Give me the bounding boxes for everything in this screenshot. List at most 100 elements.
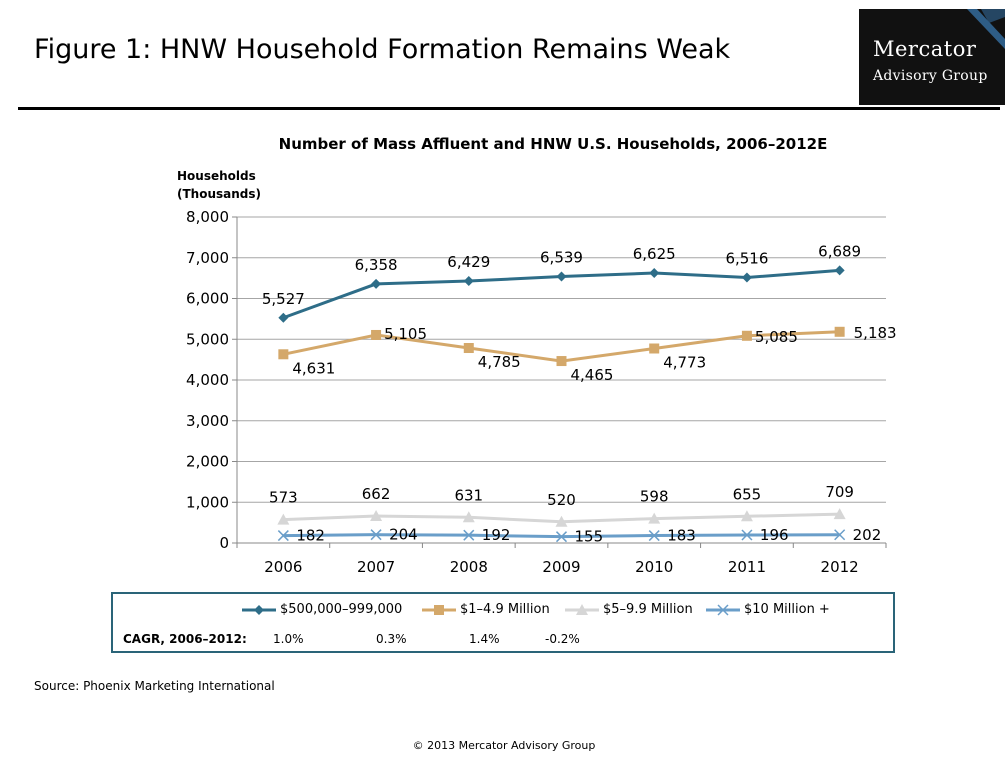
legend-label: $10 Million + (744, 602, 830, 617)
data-point (648, 512, 661, 524)
y-tick-label: 2,000 (186, 453, 229, 471)
legend-swatch-icon (706, 603, 740, 616)
legend-marker (576, 603, 588, 615)
data-point (834, 265, 845, 276)
data-label: 192 (482, 526, 511, 544)
data-label: 709 (825, 483, 854, 501)
y-tick-label: 8,000 (186, 208, 229, 226)
chart-title: Number of Mass Affluent and HNW U.S. Hou… (279, 135, 828, 153)
data-point (370, 510, 383, 522)
data-label: 4,465 (571, 366, 614, 384)
y-tick-label: 3,000 (186, 412, 229, 430)
data-point (463, 343, 474, 354)
data-point (741, 529, 753, 541)
cagr-value: 1.0% (273, 632, 304, 646)
copyright-note: © 2013 Mercator Advisory Group (412, 739, 596, 752)
data-label: 5,527 (262, 290, 305, 308)
y-axis-label-line-2: (Thousands) (177, 187, 261, 201)
title-divider (18, 107, 1000, 110)
x-tick-label: 2006 (264, 558, 302, 576)
data-point (463, 276, 474, 287)
data-label: 520 (547, 491, 576, 509)
data-point (834, 529, 846, 541)
data-point (371, 329, 382, 340)
data-label: 6,516 (725, 249, 768, 267)
legend-swatch-icon (565, 603, 599, 615)
legend-label: $1–4.9 Million (460, 602, 550, 617)
legend-swatch-icon (422, 604, 456, 615)
legend-item: $10 Million + (705, 602, 830, 617)
data-label: 202 (853, 526, 882, 544)
legend: $500,000–999,000 $1–4.9 Million $5–9.9 Mil… (111, 592, 895, 653)
data-label: 6,429 (447, 253, 490, 271)
data-point (277, 530, 289, 542)
legend-item: $500,000–999,000 (241, 602, 402, 617)
data-point (556, 271, 567, 282)
logo-line-1: Mercator (873, 37, 977, 61)
data-point (371, 278, 382, 289)
data-point (462, 511, 475, 523)
data-point (740, 510, 753, 522)
data-label: 204 (389, 526, 418, 544)
data-label: 5,105 (384, 325, 427, 343)
legend-series-row: $500,000–999,000 $1–4.9 Million $5–9.9 Mil… (113, 602, 893, 622)
data-label: 182 (296, 527, 325, 545)
y-tick-label: 6,000 (186, 290, 229, 308)
data-point (741, 272, 752, 283)
data-label: 4,773 (663, 354, 706, 372)
data-point (278, 312, 289, 323)
data-point (648, 530, 660, 542)
data-point (556, 356, 567, 367)
data-label: 183 (667, 527, 696, 545)
data-label: 6,625 (633, 245, 676, 263)
x-tick-label: 2012 (821, 558, 859, 576)
data-point (555, 515, 568, 527)
data-point (277, 513, 290, 525)
legend-label: $5–9.9 Million (603, 602, 693, 617)
legend-item: $5–9.9 Million (564, 602, 693, 617)
cagr-value: 1.4% (469, 632, 500, 646)
data-point (741, 330, 752, 341)
data-label: 573 (269, 489, 298, 507)
legend-marker (717, 603, 729, 616)
y-axis-label-line-1: Households (177, 169, 256, 183)
data-label: 5,183 (854, 324, 897, 342)
data-label: 598 (640, 488, 669, 506)
x-tick-label: 2009 (542, 558, 580, 576)
y-tick-label: 5,000 (186, 330, 229, 348)
legend-swatch-icon (242, 604, 276, 615)
line-chart: Number of Mass Affluent and HNW U.S. Hou… (177, 135, 897, 576)
y-tick-label: 7,000 (186, 249, 229, 267)
data-point (370, 529, 382, 541)
source-note: Source: Phoenix Marketing International (34, 679, 275, 693)
data-point (649, 343, 660, 354)
x-tick-label: 2008 (450, 558, 488, 576)
data-point (833, 508, 846, 520)
y-tick-label: 0 (219, 534, 229, 552)
x-tick-label: 2007 (357, 558, 395, 576)
logo-x-mark-icon (967, 9, 1005, 49)
x-tick-label: 2010 (635, 558, 673, 576)
data-point (649, 268, 660, 279)
data-label: 631 (454, 486, 483, 504)
data-label: 155 (575, 528, 604, 546)
cagr-label: CAGR, 2006–2012: (123, 632, 247, 646)
data-label: 6,539 (540, 249, 583, 267)
legend-marker (254, 604, 264, 615)
data-label: 4,785 (478, 353, 521, 371)
cagr-value: -0.2% (545, 632, 580, 646)
legend-item: $1–4.9 Million (421, 602, 550, 617)
logo-line-2: Advisory Group (873, 68, 988, 84)
y-tick-label: 1,000 (186, 493, 229, 511)
data-label: 6,358 (355, 256, 398, 274)
data-point (555, 531, 568, 543)
legend-marker (434, 604, 444, 615)
y-tick-label: 4,000 (186, 371, 229, 389)
legend-label: $500,000–999,000 (280, 602, 403, 617)
mercator-logo: Mercator Advisory Group (859, 9, 1005, 105)
cagr-value: 0.3% (376, 632, 407, 646)
data-point (463, 529, 475, 541)
data-point (278, 349, 289, 360)
x-tick-label: 2011 (728, 558, 766, 576)
data-label: 5,085 (755, 328, 798, 346)
